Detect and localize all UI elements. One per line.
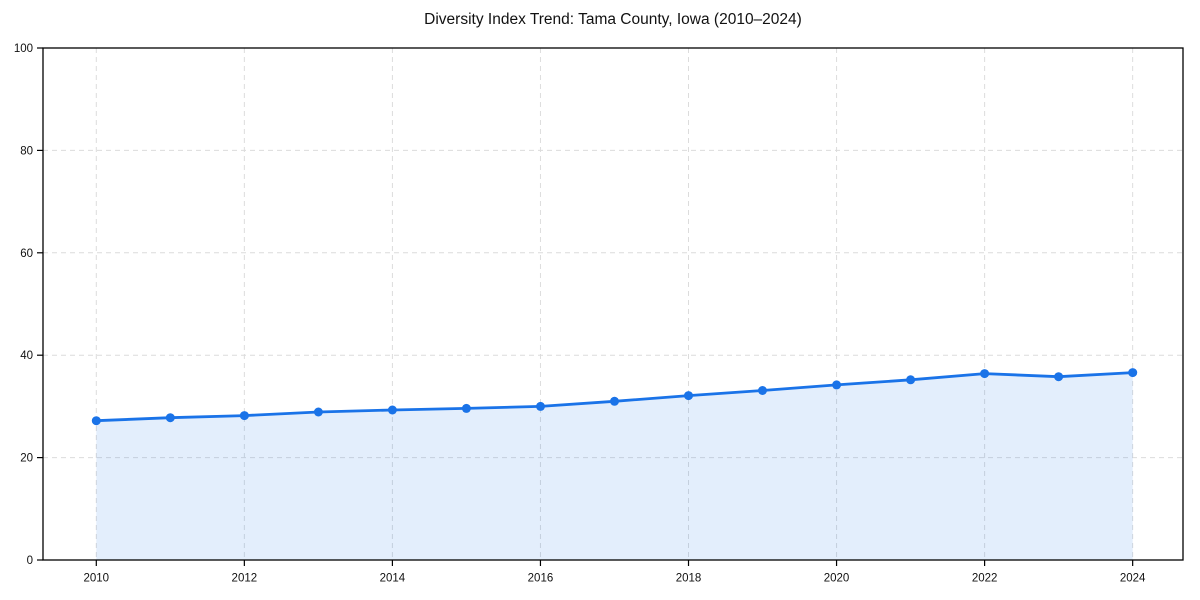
- data-point-marker: [1128, 368, 1138, 378]
- data-point-marker: [461, 403, 471, 413]
- data-point-marker: [684, 391, 693, 401]
- data-point-marker: [906, 375, 916, 385]
- data-point-marker: [91, 416, 101, 426]
- data-point-marker: [165, 413, 175, 423]
- y-tick-label: 40: [20, 350, 33, 362]
- y-tick-label: 80: [20, 145, 33, 157]
- y-tick-label: 20: [20, 453, 33, 465]
- data-point-marker: [832, 380, 842, 390]
- data-point-marker: [1054, 372, 1064, 382]
- area-fill: [96, 372, 1133, 560]
- x-tick-label: 2012: [232, 573, 258, 585]
- data-point-marker: [536, 401, 545, 411]
- x-tick-label: 2016: [528, 573, 554, 585]
- data-point-marker: [313, 407, 323, 417]
- x-tick-label: 2018: [676, 573, 702, 585]
- y-tick-label: 0: [27, 555, 33, 567]
- data-point-marker: [610, 396, 619, 406]
- y-tick-label: 100: [14, 43, 33, 55]
- data-point-marker: [239, 411, 249, 421]
- x-tick-label: 2022: [972, 573, 998, 585]
- x-tick-label: 2020: [824, 573, 850, 585]
- x-tick-label: 2014: [380, 573, 406, 585]
- data-point-marker: [387, 405, 397, 415]
- plot-border: [42, 47, 1184, 561]
- x-tick-label: 2010: [84, 573, 110, 585]
- data-point-marker: [980, 369, 990, 379]
- data-point-marker: [758, 386, 767, 395]
- chart-title: Diversity Index Trend: Tama County, Iowa…: [424, 11, 802, 28]
- y-tick-label: 60: [20, 248, 33, 260]
- plot-background: [43, 48, 1183, 560]
- x-tick-label: 2024: [1120, 573, 1146, 585]
